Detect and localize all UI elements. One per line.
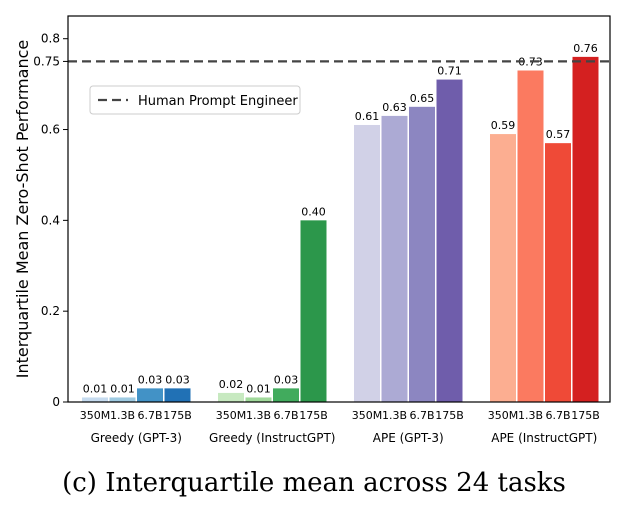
bar-value-label: 0.76 bbox=[573, 42, 598, 55]
bar-value-label: 0.02 bbox=[219, 378, 244, 391]
x-tick-label: 6.7B bbox=[273, 409, 298, 422]
bar-value-label: 0.65 bbox=[410, 92, 435, 105]
bar-value-label: 0.63 bbox=[382, 101, 407, 114]
bar bbox=[164, 388, 191, 402]
x-tick-label: 6.7B bbox=[409, 409, 434, 422]
bar-value-label: 0.57 bbox=[546, 128, 571, 141]
x-tick-label: 175B bbox=[299, 409, 328, 422]
x-tick-label: 175B bbox=[435, 409, 464, 422]
bar-value-label: 0.01 bbox=[83, 382, 108, 395]
bar-value-label: 0.03 bbox=[274, 373, 299, 386]
bar-value-label: 0.03 bbox=[138, 373, 163, 386]
bar bbox=[354, 124, 380, 403]
bar bbox=[436, 79, 463, 402]
bar bbox=[517, 70, 544, 403]
x-tick-label: 350M bbox=[488, 409, 519, 422]
bar-value-label: 0.59 bbox=[491, 119, 516, 132]
bar bbox=[137, 388, 163, 402]
bar bbox=[82, 397, 108, 402]
bar-value-label: 0.01 bbox=[246, 382, 271, 395]
y-tick-label: 0 bbox=[52, 395, 60, 409]
chart: 0 0.2 0.4 0.6 0.75 0.8 Interquartile Mean Zero… bbox=[13, 15, 611, 445]
y-tick-label: 0.2 bbox=[41, 304, 60, 318]
x-tick-label: 6.7B bbox=[545, 409, 570, 422]
bar bbox=[490, 134, 516, 402]
bar bbox=[300, 220, 327, 402]
x-tick-label: 350M bbox=[352, 409, 383, 422]
bar bbox=[409, 106, 435, 402]
bar-value-label: 0.03 bbox=[165, 373, 190, 386]
group-label: APE (InstructGPT) bbox=[491, 431, 597, 445]
x-tick-label: 350M bbox=[216, 409, 247, 422]
x-tick-label: 175B bbox=[571, 409, 600, 422]
bar-value-label: 0.01 bbox=[110, 382, 135, 395]
y-tick-label: 0.6 bbox=[41, 123, 60, 137]
bar bbox=[381, 115, 408, 402]
bar bbox=[218, 392, 244, 402]
bar-value-label: 0.40 bbox=[301, 205, 326, 218]
bar bbox=[273, 388, 299, 402]
figure-caption: (c) Interquartile mean across 24 tasks bbox=[62, 468, 566, 498]
y-tick-label: 0.4 bbox=[41, 213, 60, 227]
x-tick-label: 1.3B bbox=[382, 409, 407, 422]
bar-chart: 0 0.2 0.4 0.6 0.75 0.8 Interquartile Mean Zero… bbox=[13, 15, 611, 445]
y-axis-label: Interquartile Mean Zero-Shot Performance bbox=[13, 40, 32, 378]
x-tick-label: 1.3B bbox=[110, 409, 135, 422]
bar bbox=[572, 56, 599, 403]
x-tick-label: 175B bbox=[163, 409, 192, 422]
x-tick-label: 6.7B bbox=[137, 409, 162, 422]
legend-label: Human Prompt Engineer bbox=[138, 94, 298, 109]
legend-box bbox=[89, 85, 301, 115]
bar bbox=[245, 397, 272, 402]
group-label: Greedy (InstructGPT) bbox=[209, 431, 335, 445]
x-tick-label: 350M bbox=[80, 409, 111, 422]
x-tick-label: 1.3B bbox=[246, 409, 271, 422]
group-label: APE (GPT-3) bbox=[373, 431, 444, 445]
group-label: Greedy (GPT-3) bbox=[91, 431, 182, 445]
y-tick-label: 0.8 bbox=[41, 32, 60, 46]
bar-value-label: 0.71 bbox=[437, 65, 462, 78]
plot-frame bbox=[67, 15, 611, 403]
bar bbox=[109, 397, 136, 402]
bar-value-label: 0.61 bbox=[355, 110, 380, 123]
x-tick-label: 1.3B bbox=[518, 409, 543, 422]
y-tick-label: 0.75 bbox=[33, 54, 60, 68]
bar bbox=[545, 143, 571, 402]
